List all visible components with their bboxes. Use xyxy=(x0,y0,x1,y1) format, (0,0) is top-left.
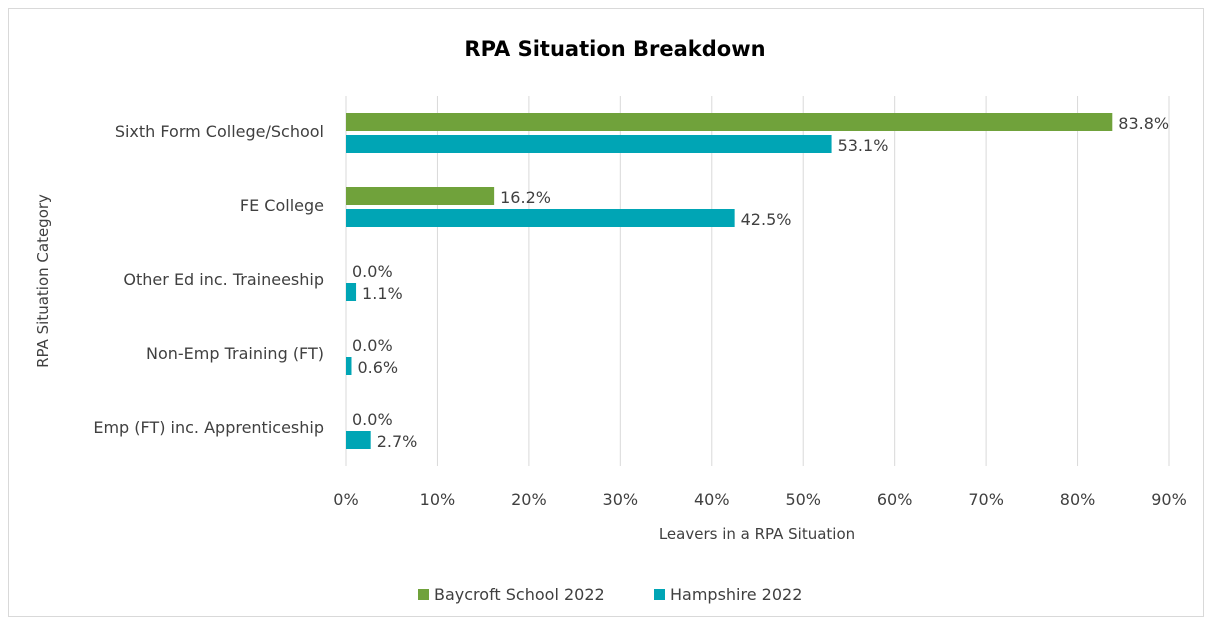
category-label: Other Ed inc. Traineeship xyxy=(123,270,324,289)
x-tick-label: 30% xyxy=(603,490,639,509)
chart-title: RPA Situation Breakdown xyxy=(464,37,765,61)
x-tick-labels: 0% 10% 20% 30% 40% 50% 60% 70% 80% 90% xyxy=(333,490,1186,509)
x-tick-label: 60% xyxy=(877,490,913,509)
chart-area xyxy=(8,8,1204,617)
bar xyxy=(346,283,357,301)
data-label: 2.7% xyxy=(377,432,418,451)
legend-swatch xyxy=(654,589,665,600)
bar xyxy=(346,357,352,375)
y-axis-title: RPA Situation Category xyxy=(34,194,52,368)
bars xyxy=(346,113,1113,449)
category-label: Sixth Form College/School xyxy=(115,122,324,141)
x-tick-label: 40% xyxy=(694,490,730,509)
x-tick-label: 80% xyxy=(1060,490,1096,509)
data-label: 1.1% xyxy=(362,284,403,303)
data-label: 0.0% xyxy=(352,262,393,281)
x-tick-label: 50% xyxy=(785,490,821,509)
category-label: Non-Emp Training (FT) xyxy=(146,344,324,363)
data-label: 0.0% xyxy=(352,336,393,355)
data-label: 0.6% xyxy=(357,358,398,377)
data-label: 16.2% xyxy=(500,188,551,207)
data-label: 42.5% xyxy=(741,210,792,229)
x-tick-label: 20% xyxy=(511,490,547,509)
category-label: FE College xyxy=(240,196,324,215)
x-tick-label: 0% xyxy=(333,490,358,509)
category-labels: Sixth Form College/School FE College Other… xyxy=(93,122,324,437)
legend-swatch xyxy=(418,589,429,600)
bar xyxy=(346,187,495,205)
bar xyxy=(346,135,832,153)
x-axis-title: Leavers in a RPA Situation xyxy=(659,525,855,543)
x-tick-label: 10% xyxy=(420,490,456,509)
data-labels: 83.8% 53.1% 16.2% 42.5% 0.0% 1.1% 0.0% 0.6% 0.0%… xyxy=(352,114,1169,451)
legend-label: Hampshire 2022 xyxy=(670,585,802,604)
data-label: 83.8% xyxy=(1118,114,1169,133)
legend-label: Baycroft School 2022 xyxy=(434,585,605,604)
x-tick-label: 70% xyxy=(968,490,1004,509)
x-tick-label: 90% xyxy=(1151,490,1187,509)
bar xyxy=(346,209,735,227)
gridlines xyxy=(345,96,1170,466)
bar xyxy=(346,113,1113,131)
legend: Baycroft School 2022 Hampshire 2022 xyxy=(418,585,802,604)
category-label: Emp (FT) inc. Apprenticeship xyxy=(93,418,324,437)
data-label: 0.0% xyxy=(352,410,393,429)
bar xyxy=(346,431,371,449)
data-label: 53.1% xyxy=(838,136,889,155)
